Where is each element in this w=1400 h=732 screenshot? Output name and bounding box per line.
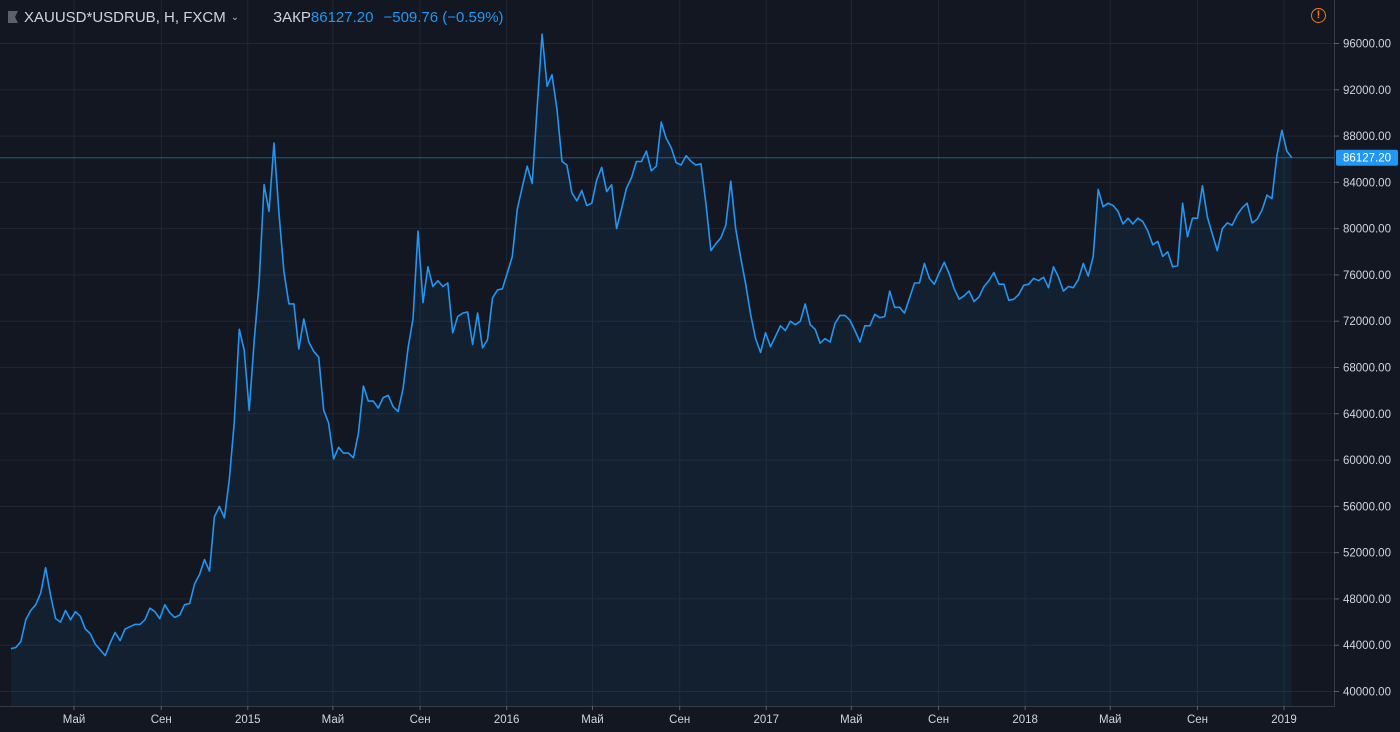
x-tick-label: 2016 — [494, 714, 520, 726]
series-line — [10, 33, 1293, 657]
x-tick-label: Май — [63, 714, 86, 726]
y-tick-label: 80000.00 — [1343, 224, 1391, 236]
y-tick-label: 48000.00 — [1343, 594, 1391, 606]
warning-icon[interactable]: ! — [1311, 8, 1326, 23]
change-value: −509.76 (−0.59%) — [383, 8, 504, 26]
symbol-name[interactable]: XAUUSD*USDRUB, Н, FXCM — [24, 8, 226, 26]
x-tick-label: Май — [1099, 714, 1122, 726]
x-tick-label: Май — [322, 714, 345, 726]
x-tick-label: Май — [581, 714, 604, 726]
x-tick-label: 2019 — [1271, 714, 1297, 726]
grid — [0, 0, 1334, 706]
chevron-down-icon[interactable]: ⌄ — [230, 11, 240, 23]
time-axis[interactable]: Май Сен 2015 Май Сен 2016 Май Сен 2017 Май Сен 2018… — [63, 706, 1297, 726]
x-tick-label: Май — [840, 714, 863, 726]
x-tick-label: Сен — [410, 714, 431, 726]
x-tick-label: Сен — [1187, 714, 1208, 726]
last-price-label: 86127.20 — [1343, 153, 1391, 165]
y-tick-label: 88000.00 — [1343, 131, 1391, 143]
last-price-badge: 86127.20 — [1336, 149, 1398, 166]
x-tick-label: Сен — [151, 714, 172, 726]
series-area — [10, 34, 1292, 706]
y-tick-label: 40000.00 — [1343, 687, 1391, 699]
y-tick-label: 68000.00 — [1343, 363, 1391, 375]
chart-legend: XAUUSD*USDRUB, Н, FXCM ⌄ ЗАКР 86127.20 −… — [8, 7, 504, 27]
x-tick-label: Сен — [669, 714, 690, 726]
close-label: ЗАКР — [273, 8, 311, 26]
y-tick-label: 84000.00 — [1343, 177, 1391, 189]
y-tick-label: 92000.00 — [1343, 85, 1391, 97]
flag-icon[interactable] — [8, 11, 18, 23]
y-tick-label: 44000.00 — [1343, 640, 1391, 652]
price-axis[interactable]: 40000.00 44000.00 48000.00 52000.00 56000.00… — [1334, 39, 1391, 699]
x-tick-label: 2017 — [753, 714, 779, 726]
close-value: 86127.20 — [310, 8, 374, 26]
y-tick-label: 52000.00 — [1343, 548, 1391, 560]
y-tick-label: 56000.00 — [1343, 501, 1391, 513]
x-tick-label: 2015 — [235, 714, 261, 726]
y-tick-label: 72000.00 — [1343, 316, 1391, 328]
y-tick-label: 96000.00 — [1343, 39, 1391, 51]
y-tick-label: 60000.00 — [1343, 455, 1391, 467]
x-tick-label: 2018 — [1012, 714, 1038, 726]
y-tick-label: 76000.00 — [1343, 270, 1391, 282]
x-tick-label: Сен — [928, 714, 949, 726]
y-tick-label: 64000.00 — [1343, 409, 1391, 421]
